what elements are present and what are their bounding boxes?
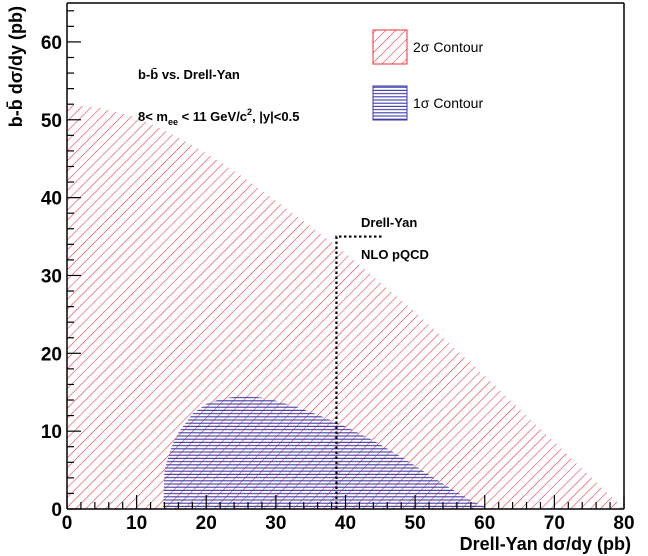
x-tick-label: 40 — [335, 513, 356, 534]
theory-label-line1: Drell-Yan — [361, 215, 417, 230]
x-tick-label: 50 — [405, 513, 426, 534]
y-tick-label: 20 — [41, 344, 62, 365]
y-tick-label: 0 — [51, 500, 62, 521]
x-tick-label: 30 — [265, 513, 286, 534]
x-tick-label: 80 — [613, 513, 634, 534]
legend-swatch-two-sigma — [372, 29, 408, 65]
legend-label-two-sigma: 2σ Contour — [413, 39, 483, 55]
x-tick-label: 20 — [196, 513, 217, 534]
legend-label-one-sigma: 1σ Contour — [413, 95, 483, 111]
axes: 0 10 20 30 40 50 60 70 80 0 10 20 30 40 50 60 — [41, 2, 635, 534]
y-tick-label: 10 — [41, 422, 62, 443]
legend: 2σ Contour 1σ Contour — [372, 29, 483, 121]
plot-area — [67, 104, 624, 509]
y-tick-label: 40 — [41, 189, 62, 210]
drell-yan-nlo-marker — [335, 235, 384, 509]
legend-swatch-one-sigma — [372, 85, 408, 121]
annotation-cuts: 8< mee < 11 GeV/c2, |y|<0.5 — [138, 107, 299, 127]
x-tick-label: 70 — [544, 513, 565, 534]
y-tick-label: 30 — [41, 266, 62, 287]
y-ticks: 0 10 20 30 40 50 60 — [41, 10, 81, 521]
one-sigma-contour-area — [163, 396, 494, 509]
y-tick-label: 50 — [41, 111, 62, 132]
y-tick-label: 60 — [41, 33, 62, 54]
x-ticks: 0 10 20 30 40 50 60 70 80 — [62, 495, 635, 534]
x-tick-label: 10 — [126, 513, 147, 534]
y-axis-title: b-b̄ dσ/dy (pb) — [6, 6, 26, 127]
theory-label-line2: NLO pQCD — [361, 247, 429, 262]
x-tick-label: 60 — [474, 513, 495, 534]
annotation-title: b-b̄ vs. Drell-Yan — [138, 67, 240, 82]
x-axis-title: Drell-Yan dσ/dy (pb) — [460, 534, 631, 554]
x-tick-label: 0 — [62, 513, 73, 534]
